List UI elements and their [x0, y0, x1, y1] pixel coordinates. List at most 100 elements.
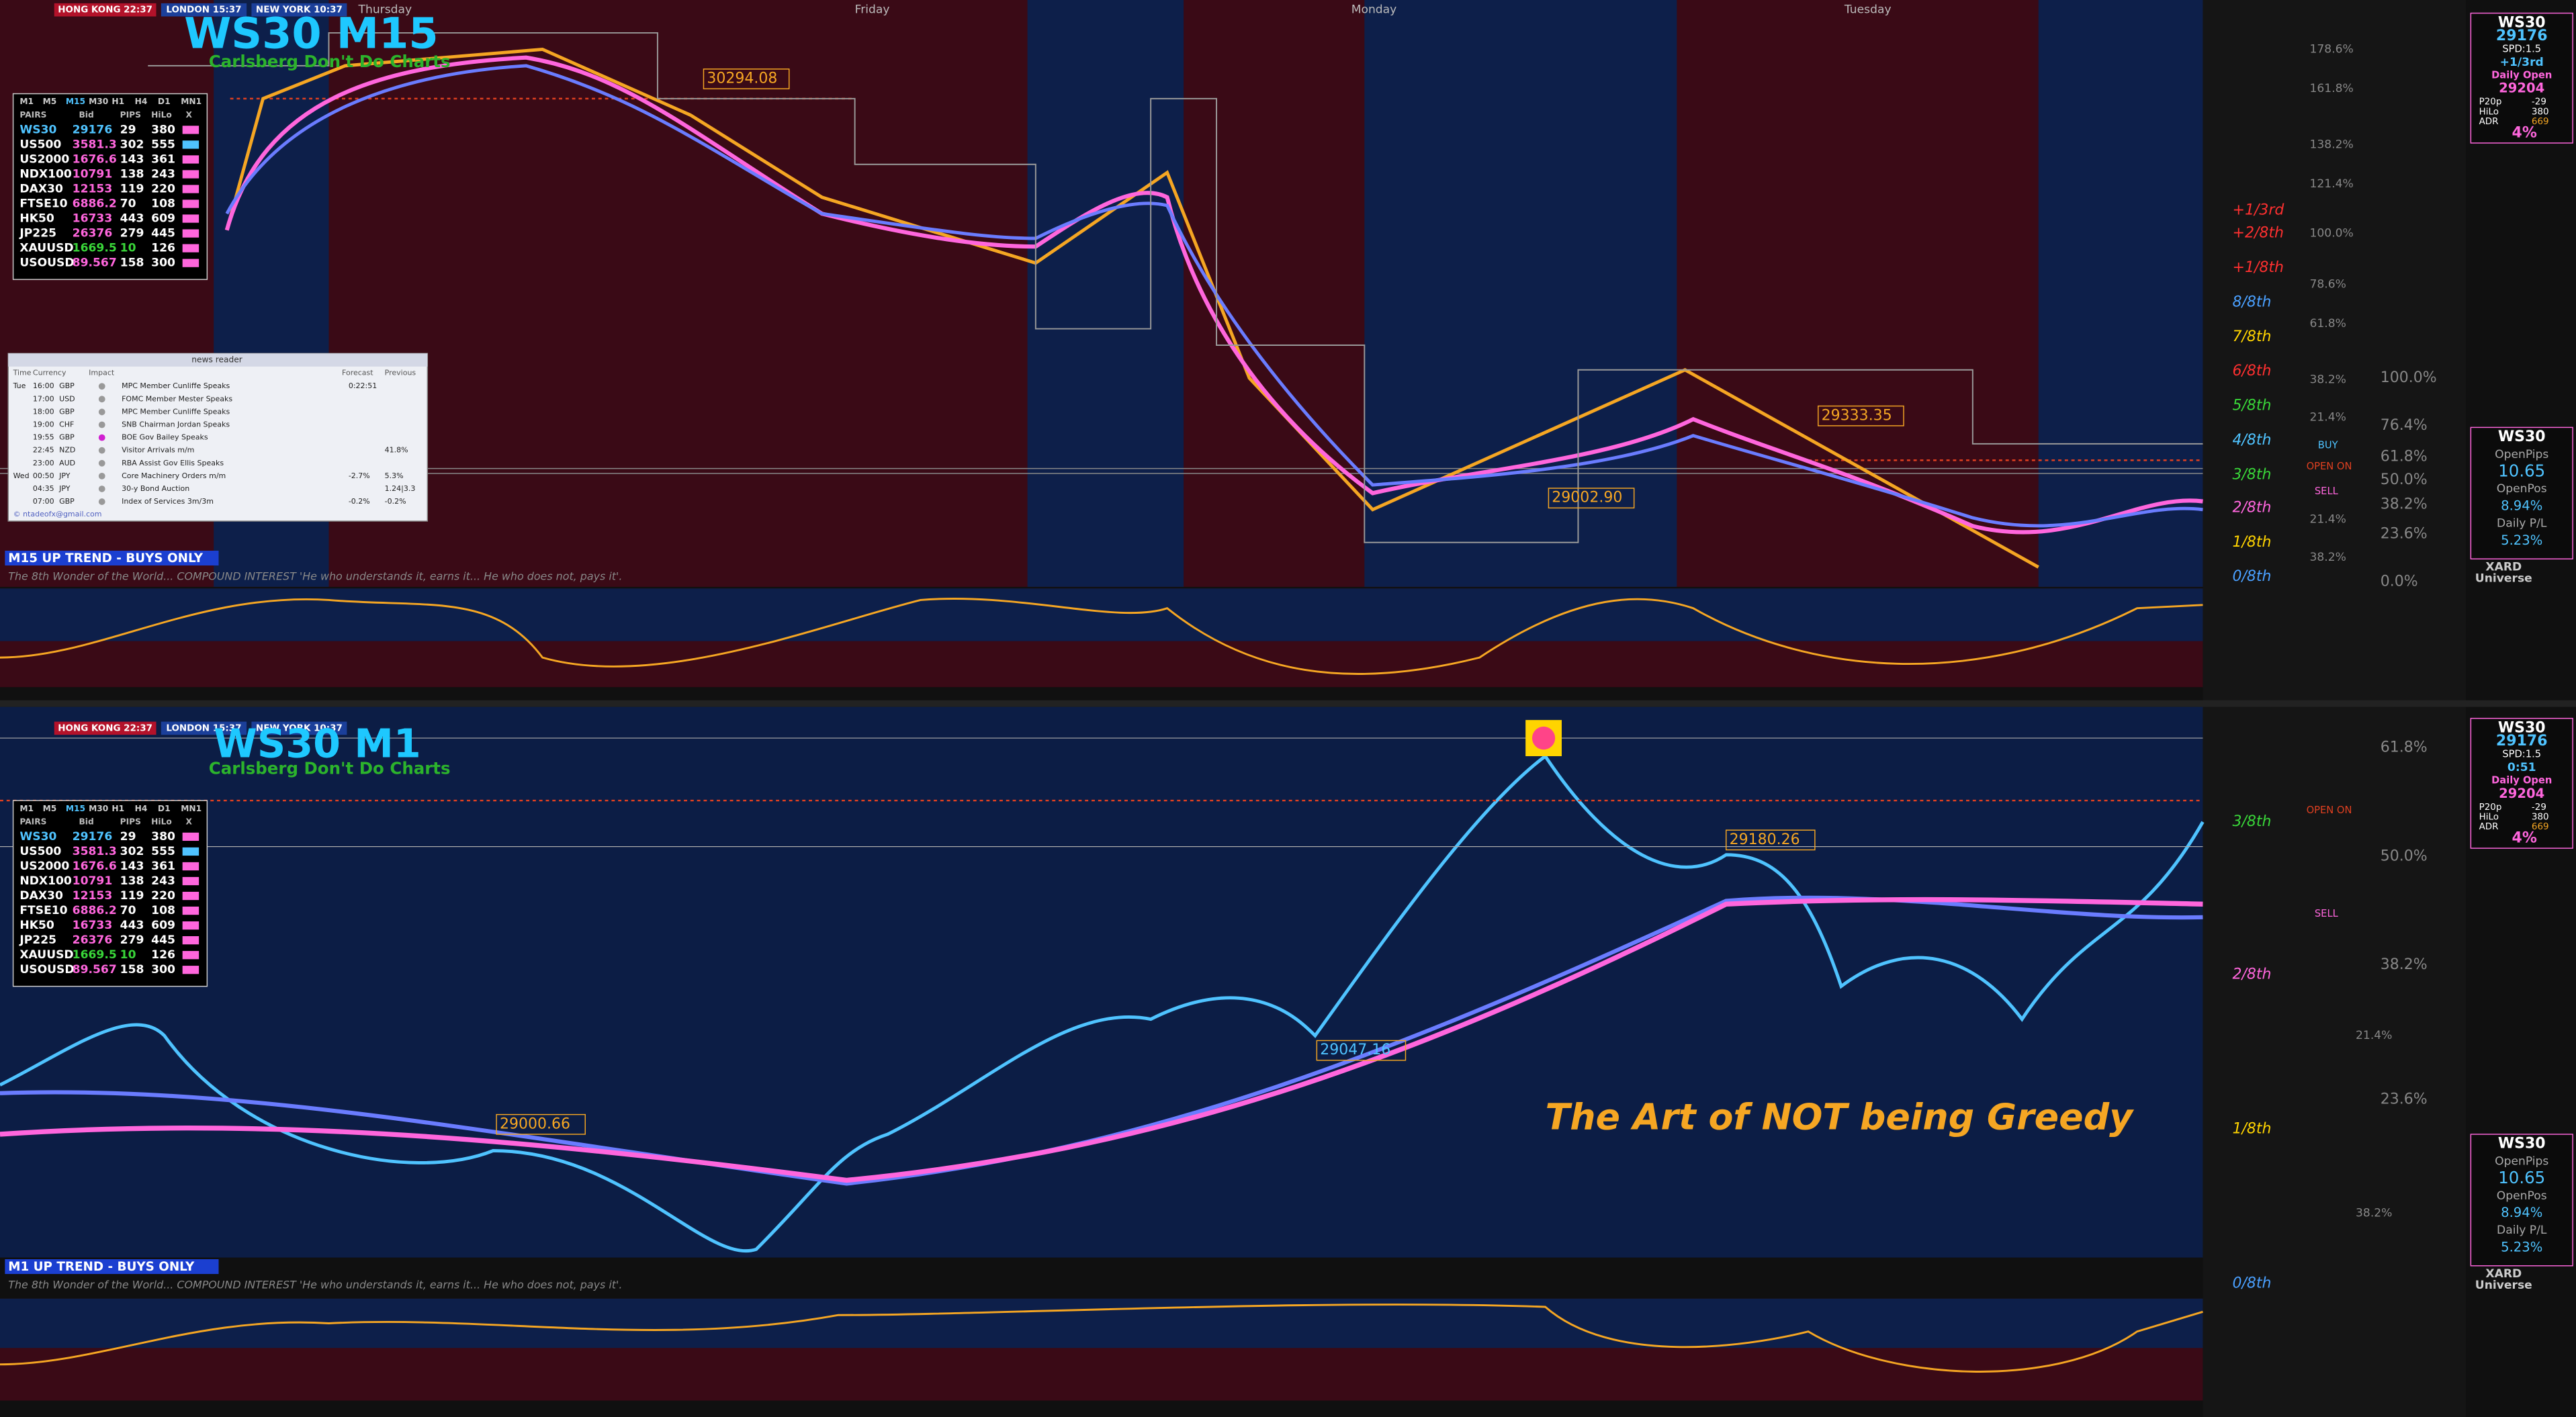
- bid: 29176: [73, 123, 113, 136]
- timeframe: M1: [19, 97, 34, 106]
- fib-level: 121.4%: [2310, 177, 2354, 191]
- pips: 10: [120, 948, 136, 962]
- timeframe: D1: [158, 804, 171, 813]
- murrey-level: 2/8th: [2233, 499, 2272, 516]
- news-time: 17:00: [33, 394, 54, 403]
- timeframe: H1: [112, 97, 124, 106]
- pair: US2000: [19, 152, 69, 166]
- news-title: news reader: [191, 355, 243, 365]
- news-time: 04:35: [33, 484, 54, 493]
- murrey-level: 6/8th: [2233, 363, 2272, 379]
- chart-subtitle: Carlsberg Don't Do Charts: [209, 52, 451, 71]
- brand: XARD: [2485, 560, 2522, 574]
- pair: NDX100: [19, 167, 72, 181]
- timeframe: D1: [158, 97, 171, 106]
- session-tag: [251, 3, 347, 17]
- impact-dot: [98, 396, 105, 403]
- session-tag: [54, 721, 157, 735]
- slogan: The Art of NOT being Greedy: [1546, 1096, 2135, 1138]
- session-label: HONG KONG 22:37: [58, 723, 152, 733]
- pips: 138: [120, 874, 144, 888]
- news-event: RBA Assist Gov Ellis Speaks: [122, 459, 224, 467]
- bid: 3581.3: [73, 138, 117, 151]
- hilo: 555: [151, 845, 175, 858]
- murrey-level: 2/8th: [2233, 966, 2272, 983]
- hilo: 609: [151, 919, 175, 932]
- pl-text: 10.65: [2498, 461, 2545, 481]
- pl-box: [2470, 1134, 2573, 1267]
- hilo: 220: [151, 889, 175, 903]
- session-label: LONDON 15:37: [166, 723, 241, 733]
- pl-text: Daily P/L: [2497, 517, 2547, 531]
- pair: USOUSD: [19, 963, 74, 976]
- retrace-level: 0.0%: [2381, 574, 2418, 590]
- murrey-level: 7/8th: [2233, 328, 2272, 345]
- news-column: Impact: [89, 369, 115, 377]
- session-label: HONG KONG 22:37: [58, 5, 152, 15]
- pair: JP225: [19, 933, 56, 947]
- column-header: HiLo: [151, 110, 172, 120]
- price-drawings: [0, 32, 2205, 1373]
- pl-text: OpenPips: [2495, 448, 2548, 461]
- info-text: 29176: [2496, 28, 2548, 44]
- info-label: ADR: [2479, 117, 2499, 127]
- news-event: Index of Services 3m/3m: [122, 497, 214, 506]
- pl-text: 10.65: [2498, 1168, 2545, 1187]
- indicator: [182, 185, 199, 193]
- murrey-level: +2/8th: [2233, 225, 2284, 242]
- murrey-level: 0/8th: [2233, 568, 2272, 585]
- column-header: X: [186, 817, 193, 826]
- indicator: [182, 244, 199, 253]
- fib-level: 38.2%: [2356, 1206, 2392, 1220]
- indicator: [182, 906, 199, 915]
- open-on-label: OPEN ON: [2307, 805, 2352, 816]
- pair: WS30: [19, 123, 56, 136]
- column-header: PAIRS: [19, 110, 46, 120]
- day-label: Friday: [855, 3, 890, 17]
- bid: 89.567: [73, 963, 117, 976]
- timeframe: M15: [66, 97, 85, 106]
- session-label: NEW YORK 10:37: [256, 723, 343, 733]
- bid: 1669.5: [73, 948, 117, 962]
- hilo: 380: [151, 123, 175, 136]
- indicator: [182, 170, 199, 179]
- pl-text: WS30: [2498, 1136, 2546, 1152]
- indicator: [182, 936, 199, 945]
- news-currency: GBP: [59, 433, 75, 442]
- column-header: PIPS: [120, 110, 141, 120]
- session-label: NEW YORK 10:37: [256, 5, 343, 15]
- quote-text: The 8th Wonder of the World... COMPOUND …: [8, 1279, 622, 1291]
- impact-dot: [98, 447, 105, 454]
- hilo: 108: [151, 904, 175, 917]
- news-event: BOE Gov Bailey Speaks: [122, 433, 208, 442]
- timeframe: H1: [112, 804, 124, 813]
- hilo: 361: [151, 152, 175, 166]
- news-previous: 41.8%: [385, 446, 408, 455]
- pair: HK50: [19, 919, 54, 932]
- price-tag: [1548, 488, 1635, 509]
- column-header: Bid: [79, 817, 93, 826]
- impact-dot: [98, 486, 105, 492]
- timeframe: H4: [135, 97, 148, 106]
- retrace-level: 23.6%: [2381, 526, 2428, 543]
- bid: 16733: [73, 212, 113, 226]
- news-event: MPC Member Cunliffe Speaks: [122, 407, 230, 416]
- pips: 119: [120, 889, 144, 903]
- bid: 29176: [73, 830, 113, 843]
- pair: DAX30: [19, 889, 63, 903]
- hilo: 300: [151, 963, 175, 976]
- bid: 26376: [73, 227, 113, 240]
- pl-box: [2470, 426, 2573, 559]
- timeframe: H4: [135, 804, 148, 813]
- chart-subtitle: Carlsberg Don't Do Charts: [209, 759, 451, 778]
- news-currency: JPY: [58, 471, 71, 480]
- murrey-level: 1/8th: [2233, 1121, 2272, 1138]
- indicator: [182, 966, 199, 974]
- bid: 10791: [73, 874, 113, 888]
- murrey-level: +1/3rd: [2233, 201, 2285, 218]
- fib-level: 38.2%: [2381, 956, 2428, 973]
- pips: 158: [120, 963, 144, 976]
- pips: 29: [120, 123, 136, 136]
- fib-level: 61.8%: [2381, 739, 2428, 756]
